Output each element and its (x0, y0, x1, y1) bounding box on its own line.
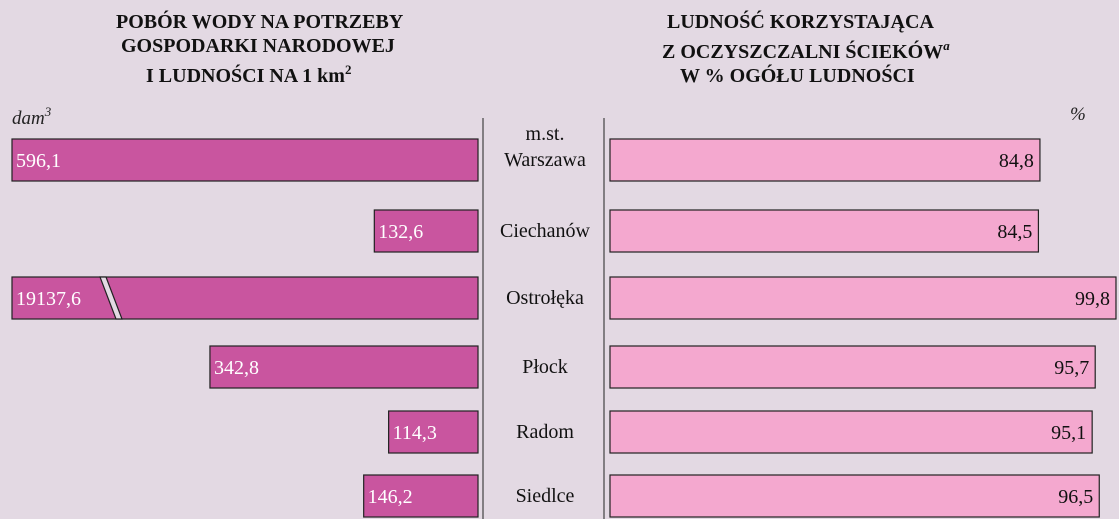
value-label: 96,5 (1058, 486, 1093, 508)
title-line-wrap: Z OCZYSZCZALNI ŚCIEKÓWa (662, 34, 950, 64)
value-label: 19137,6 (16, 288, 81, 310)
category-label: m.st. Warszawa (504, 123, 586, 171)
value-label: 95,7 (1054, 357, 1089, 379)
bar (209, 345, 479, 389)
bar (373, 209, 479, 253)
unit-label: dam3 (12, 104, 51, 130)
title-line: I LUDNOŚCI NA 1 km (146, 65, 345, 87)
category-label: Ciechanów (500, 220, 590, 242)
category-label: Ostrołęka (506, 287, 584, 309)
value-label: 99,8 (1075, 288, 1110, 310)
title-line-wrap: I LUDNOŚCI NA 1 km2 (116, 58, 403, 88)
bar (609, 138, 1041, 182)
superscript: a (943, 38, 950, 53)
bar (388, 410, 479, 454)
axis-break (99, 276, 123, 320)
title-line: LUDNOŚĆ KORZYSTAJĄCA (667, 11, 934, 33)
value-label: 95,1 (1051, 422, 1086, 444)
bar (363, 474, 479, 518)
left-title: POBÓR WODY NA POTRZEBY GOSPODARKI NARODO… (116, 10, 403, 88)
bar (11, 276, 479, 320)
category-label: Siedlce (515, 485, 575, 507)
value-label: 84,5 (997, 221, 1032, 243)
category-label: Płock (522, 356, 568, 378)
superscript: 2 (344, 62, 352, 77)
title-line: Z OCZYSZCZALNI ŚCIEKÓW (662, 41, 944, 63)
value-label: 596,1 (16, 150, 61, 172)
category-label: Radom (516, 421, 574, 443)
right-title: LUDNOŚĆ KORZYSTAJĄCA Z OCZYSZCZALNI ŚCIE… (662, 10, 950, 88)
unit: % (1070, 104, 1086, 125)
bar (609, 276, 1117, 320)
value-label: 342,8 (214, 357, 259, 379)
bar (609, 345, 1096, 389)
superscript: 3 (44, 104, 52, 119)
title-line: W % OGÓŁU LUDNOŚCI (680, 65, 915, 87)
title-line: POBÓR WODY NA POTRZEBY (116, 11, 404, 33)
value-label: 84,8 (999, 150, 1034, 172)
bar (609, 474, 1100, 518)
bar (609, 209, 1040, 253)
bar (11, 138, 479, 182)
bar (609, 410, 1093, 454)
value-label: 146,2 (368, 486, 413, 508)
value-label: 114,3 (393, 422, 437, 444)
title-line: GOSPODARKI NARODOWEJ (121, 35, 395, 57)
value-label: 132,6 (378, 221, 423, 243)
unit: dam (12, 108, 45, 129)
